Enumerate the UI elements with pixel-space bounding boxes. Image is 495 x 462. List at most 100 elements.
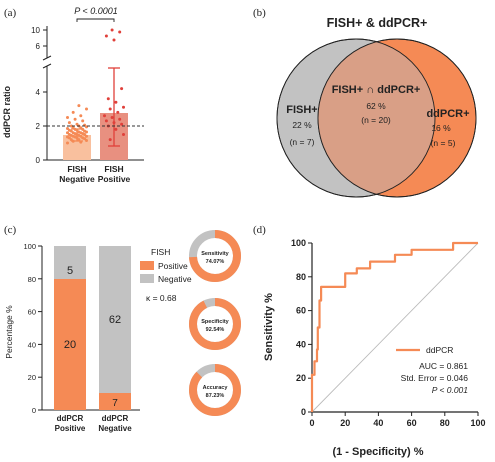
- panel-a-point: [112, 38, 116, 42]
- panel-label-c: (c): [4, 224, 17, 236]
- donut-accuracy-arc: [189, 364, 241, 416]
- panel-b-title: FISH+ & ddPCR+: [327, 16, 428, 30]
- panel-a-point: [81, 119, 85, 123]
- panel-c-bar-negative-ddpcr-negative: [99, 246, 131, 393]
- panel-c-legend-swatch-positive: [140, 261, 154, 270]
- venn-fish-label: FISH+: [286, 104, 317, 116]
- panel-a-point: [66, 135, 69, 139]
- panel-a-point: [79, 140, 83, 144]
- panel-c-legend-swatch-negative: [140, 274, 154, 283]
- panel-c-ytick-label: 20: [28, 373, 36, 382]
- panel-c-count-label: 7: [112, 398, 118, 409]
- panel-d-xtick-label: 0: [309, 418, 314, 428]
- panel-label-a: (a): [4, 7, 17, 19]
- panel-a-ytick-label: 0: [36, 156, 41, 165]
- panel-c-xtick-label: Positive: [55, 424, 86, 433]
- panel-a-point: [104, 34, 108, 38]
- panel-c-yticks: 0 20 40 60 80 100: [23, 242, 42, 415]
- panel-a-point: [71, 110, 75, 114]
- panel-a-ytick-label: 4: [36, 88, 41, 97]
- panel-a-ytick-label: 6: [36, 42, 41, 51]
- panel-c-ytick-label: 40: [28, 340, 36, 349]
- panel-d-xtick-label: 20: [340, 418, 350, 428]
- panel-c-bar-positive-ddpcr-positive: [54, 279, 86, 410]
- venn-intersection: [318, 39, 435, 197]
- panel-d-legend-label: ddPCR: [426, 345, 453, 355]
- panel-a-axis-break-mark: [42, 55, 52, 61]
- panel-d-xtick-label: 80: [440, 418, 450, 428]
- panel-d-ytick-label: 20: [296, 373, 306, 383]
- panel-d-reference-diagonal: [311, 242, 479, 413]
- panel-a-point: [66, 127, 69, 131]
- panel-c-legend-label: Positive: [158, 261, 188, 271]
- panel-a-ytick-label: 10: [31, 26, 40, 35]
- panel-a-point: [108, 138, 112, 142]
- panel-a-point: [114, 100, 118, 104]
- panel-c-kappa: κ = 0.68: [146, 293, 177, 303]
- panel-a-ylabel: ddPCR ratio: [2, 86, 12, 139]
- panel-c-ylabel: Percentage %: [4, 305, 14, 359]
- panel-c-ytick-label: 100: [23, 242, 36, 251]
- panel-a-xtick-label: Negative: [59, 174, 95, 184]
- panel-a-point: [85, 107, 88, 111]
- panel-a: (a) ddPCR ratio 0 2 4 6 10: [2, 6, 144, 184]
- venn-outline-ddpcr: [317, 38, 477, 198]
- panel-c-donuts: Sensitivity 74.07% Specificity 92.54% Accura…: [189, 230, 241, 416]
- venn-fish-pct: 22 %: [292, 120, 312, 130]
- panel-a-point: [118, 117, 122, 121]
- panel-a-pvalue: P < 0.0001: [74, 6, 117, 16]
- panel-a-point: [66, 131, 69, 135]
- panel-a-points: [66, 28, 125, 145]
- panel-a-point: [66, 116, 69, 119]
- donut-value: 87.23%: [206, 393, 225, 399]
- panel-label-d: (d): [253, 224, 266, 236]
- panel-a-point: [77, 104, 81, 108]
- panel-a-point: [122, 105, 125, 109]
- panel-a-error-bar-positive: [108, 67, 120, 147]
- donut-sensitivity-arc: [189, 230, 241, 282]
- panel-d-ticks: 0 20 40 60 80 100 0 20 40 60 80 100: [291, 238, 486, 428]
- donut-label: Specificity: [201, 319, 229, 325]
- panel-a-point: [104, 119, 108, 123]
- panel-d-ytick-label: 0: [301, 407, 306, 417]
- panel-c-count-label: 62: [109, 314, 121, 326]
- panel-a-xtick-label: FISH: [104, 164, 123, 174]
- panel-c-xtick-label: ddPCR: [57, 414, 84, 423]
- panel-a-point: [75, 122, 79, 126]
- panel-a-point: [120, 122, 124, 126]
- panel-label-b: (b): [253, 7, 266, 19]
- panel-a-point: [106, 97, 110, 101]
- panel-c-ytick-label: 0: [32, 406, 36, 415]
- panel-c-xtick-label: ddPCR: [102, 414, 129, 423]
- panel-b: (b) FISH+ & ddPCR+ FISH+ ∩ ddPCR+ 62 % (…: [253, 7, 477, 198]
- panel-a-point: [67, 121, 71, 125]
- panel-d-ylabel: Sensitivity %: [263, 293, 275, 361]
- panel-a-point: [103, 114, 106, 118]
- panel-d-xtick-label: 40: [373, 418, 383, 428]
- panel-d-xtick-label: 100: [470, 418, 485, 428]
- panel-a-point: [122, 133, 125, 136]
- venn-intersection-n: (n = 20): [361, 115, 391, 125]
- panel-a-xtick-label: FISH: [67, 164, 86, 174]
- panel-a-axis-break-mark: [42, 63, 52, 69]
- venn-outline-fish: [276, 38, 436, 198]
- panel-a-point: [110, 116, 114, 119]
- panel-c-count-label: 5: [67, 265, 73, 277]
- panel-d-pvalue: P < 0.001: [432, 385, 469, 395]
- panel-a-point: [116, 110, 120, 114]
- donut-label: Accuracy: [203, 385, 229, 391]
- panel-d-ytick-label: 40: [296, 339, 306, 349]
- panel-c-xtick-label: Negative: [98, 424, 132, 433]
- panel-d-ytick-label: 100: [291, 238, 306, 248]
- panel-a-point: [66, 141, 69, 145]
- panel-d-roc-curve: [310, 241, 478, 412]
- panel-a-xtick-label: Positive: [98, 174, 131, 184]
- venn-ddpcr-n: (n = 5): [431, 138, 456, 148]
- venn-ddpcr-pct: 16 %: [431, 123, 451, 133]
- panel-d-ytick-label: 80: [296, 272, 306, 282]
- panel-a-point: [110, 28, 114, 32]
- panel-a-point: [120, 87, 124, 91]
- panel-a-point: [79, 114, 83, 118]
